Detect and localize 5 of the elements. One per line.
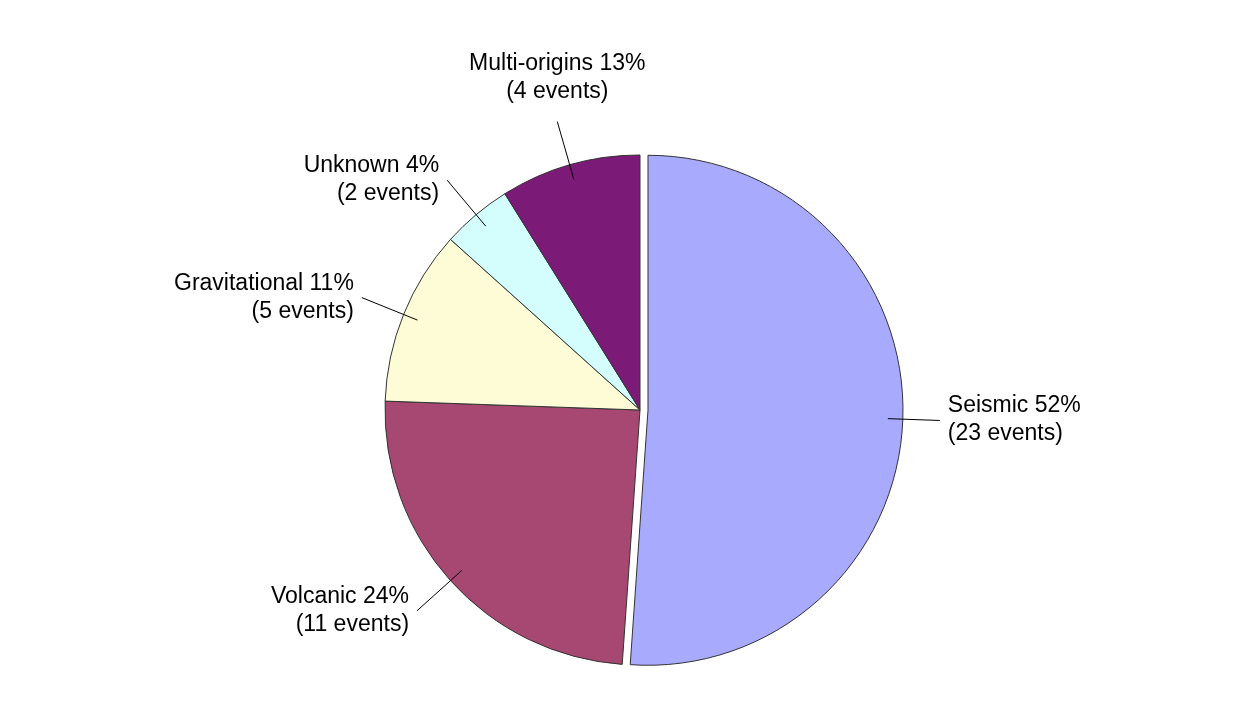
- slice-label: Seismic 52% (23 events): [947, 391, 1081, 446]
- slice-label: Unknown 4% (2 events): [303, 151, 440, 206]
- slice-label: Gravitational 11% (5 events): [174, 268, 354, 323]
- slice-label: Multi-origins 13% (4 events): [469, 48, 646, 103]
- slice-label: Volcanic 24% (11 events): [270, 581, 410, 636]
